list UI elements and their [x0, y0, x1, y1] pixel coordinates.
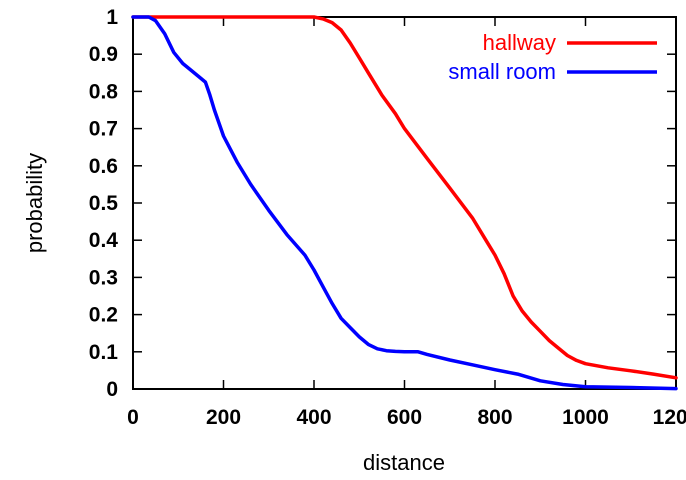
y-tick-label: 0: [106, 378, 118, 401]
x-tick-label: 1000: [562, 406, 609, 429]
x-tick-label: 200: [206, 406, 241, 429]
series-line-hallway: [131, 15, 678, 380]
y-tick-label: 0.7: [89, 118, 118, 141]
x-tick-label: 400: [296, 406, 331, 429]
y-tick-label: 0.9: [89, 43, 118, 66]
series-layer: [131, 15, 678, 391]
y-tick-label: 0.1: [89, 341, 119, 364]
legend: hallway small room: [448, 30, 657, 84]
y-tick-label: 0.8: [89, 80, 119, 103]
y-tick-label: 0.6: [89, 155, 118, 178]
y-axis-title: probability: [22, 153, 47, 253]
series-line-small-room: [131, 15, 678, 391]
x-tick-label: 0: [127, 406, 139, 429]
x-tick-label: 800: [477, 406, 512, 429]
legend-label-small-room: small room: [448, 59, 556, 84]
y-tick-label: 0.4: [89, 229, 119, 252]
y-tick-label: 0.3: [89, 266, 118, 289]
y-tick-label: 1: [106, 6, 118, 29]
y-tick-label: 0.5: [89, 192, 119, 215]
y-tick-label: 0.2: [89, 304, 118, 327]
y-axis: 0 0.1 0.2 0.3 0.4 0.5 0.6 0.7 0.8 0.9 1: [89, 6, 676, 401]
x-tick-label: 600: [387, 406, 422, 429]
legend-label-hallway: hallway: [483, 30, 556, 55]
x-axis-title: distance: [363, 450, 445, 475]
